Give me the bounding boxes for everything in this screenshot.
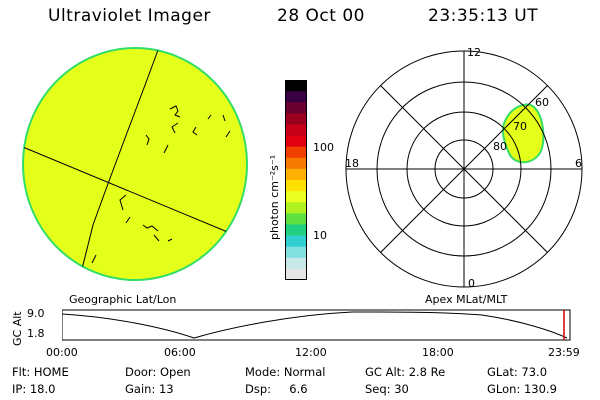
colorbar-swatch — [285, 102, 307, 114]
colorbar-swatch — [285, 202, 307, 214]
colorbar-swatch — [285, 80, 307, 92]
colorbar-swatch — [285, 224, 307, 237]
geographic-image — [22, 47, 248, 281]
colorbar — [285, 80, 307, 280]
geographic-disk — [22, 47, 248, 281]
instrument-title: Ultraviolet Imager — [48, 6, 211, 26]
gc-alt-status: GC Alt: 2.8 Re — [365, 365, 446, 379]
colorbar-swatch — [285, 246, 307, 259]
glon-status: GLon: 130.9 — [487, 382, 557, 396]
longitude-line — [77, 49, 159, 280]
mlt-6-label: 6 — [575, 157, 582, 170]
time-tick-0000: 00:00 — [46, 346, 78, 359]
mlt-18-label: 18 — [345, 157, 359, 170]
coastline — [91, 102, 245, 264]
colorbar-swatch — [285, 113, 307, 125]
time-tick-1800: 18:00 — [422, 346, 454, 359]
dsp-status: Dsp: 6.6 — [245, 382, 308, 396]
image-date: 28 Oct 00 — [277, 6, 365, 26]
colorbar-swatch — [285, 135, 307, 148]
colorbar-border — [285, 80, 307, 280]
altitude-axis-label: GC Alt — [11, 311, 24, 346]
gain-status: Gain: 13 — [125, 382, 174, 396]
altitude-strip — [62, 309, 571, 341]
lat-60-label: 60 — [535, 96, 549, 109]
colorbar-tick-10: 10 — [313, 229, 327, 242]
mode-status: Mode: Normal — [245, 365, 326, 379]
colorbar-swatch — [285, 157, 307, 170]
geographic-panel-label: Geographic Lat/Lon — [69, 293, 177, 306]
seq-status: Seq: 30 — [365, 382, 409, 396]
polar-plot — [345, 50, 583, 288]
colorbar-swatch — [285, 213, 307, 225]
polar-panel-label: Apex MLat/MLT — [425, 293, 508, 306]
colorbar-swatch — [285, 91, 307, 103]
colorbar-swatch — [285, 191, 307, 203]
lat-70-label: 70 — [513, 120, 527, 133]
time-tick-0600: 06:00 — [164, 346, 196, 359]
ip-status: IP: 18.0 — [12, 382, 56, 396]
glat-status: GLat: 73.0 — [487, 365, 548, 379]
colorbar-swatch — [285, 235, 307, 248]
latitude-line — [23, 144, 247, 244]
altitude-curve — [62, 311, 568, 339]
time-tick-2359: 23:59 — [548, 346, 580, 359]
altitude-y-bottom: 1.8 — [27, 327, 45, 340]
colorbar-tick-100: 100 — [313, 141, 334, 154]
colorbar-unit-label: photon cm⁻²s⁻¹ — [268, 154, 281, 240]
door-status: Door: Open — [125, 365, 191, 379]
auroral-oval — [502, 103, 545, 164]
mlt-12-label: 12 — [467, 46, 481, 59]
flight-status: Flt: HOME — [12, 365, 69, 379]
colorbar-swatch — [285, 257, 307, 270]
image-time: 23:35:13 UT — [428, 6, 539, 26]
colorbar-swatch — [285, 168, 307, 181]
mlt-0-label: 0 — [468, 277, 475, 290]
time-tick-1200: 12:00 — [295, 346, 327, 359]
colorbar-swatch — [285, 146, 307, 159]
altitude-y-top: 9.0 — [27, 307, 45, 320]
colorbar-swatch — [285, 180, 307, 192]
colorbar-swatch — [285, 124, 307, 137]
lat-80-label: 80 — [493, 140, 507, 153]
colorbar-swatch — [285, 268, 307, 280]
